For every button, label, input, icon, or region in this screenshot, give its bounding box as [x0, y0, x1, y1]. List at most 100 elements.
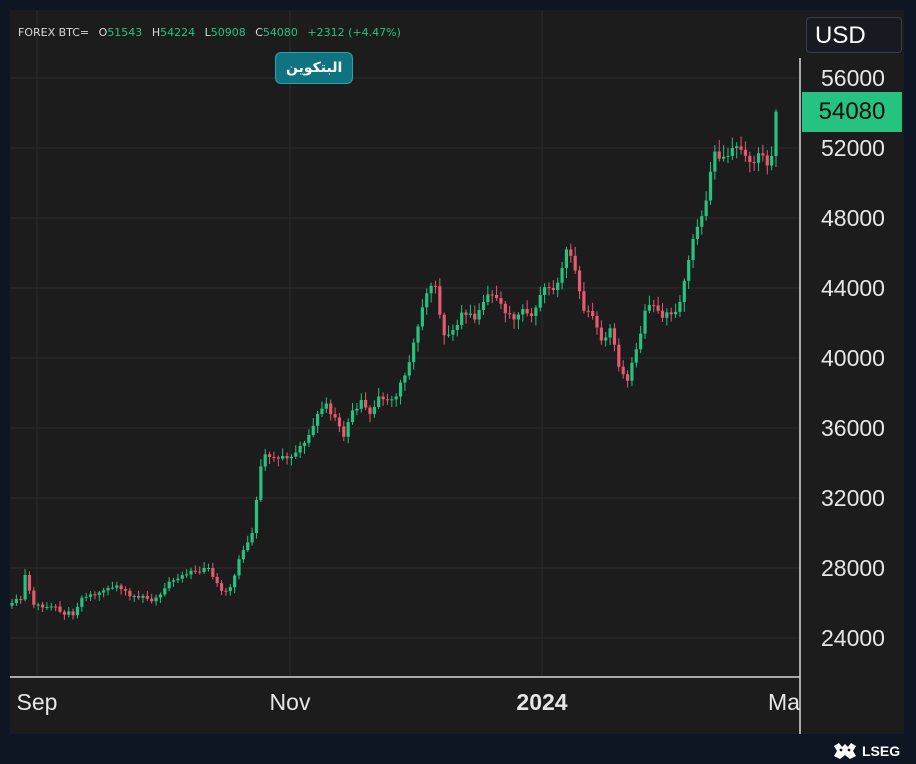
candle-body — [23, 575, 27, 600]
y-tick-label: 44000 — [821, 275, 885, 301]
candle-body — [743, 149, 748, 156]
candle-body — [752, 162, 756, 163]
candle-body — [10, 603, 14, 606]
candle-body — [189, 570, 193, 575]
candle-body — [647, 305, 651, 311]
candle-body — [281, 456, 285, 459]
candle-body — [726, 155, 730, 157]
lseg-emblem-icon — [834, 743, 856, 759]
candle-body — [158, 594, 163, 598]
candle-body — [241, 550, 245, 560]
candle-body — [416, 326, 420, 343]
candle-body — [595, 316, 599, 328]
candle-body — [224, 590, 228, 592]
candle-body — [660, 310, 665, 318]
change-value: +2312 (+4.47%) — [307, 26, 401, 39]
candle-body — [202, 568, 206, 572]
candle-body — [608, 328, 612, 338]
candle-body — [534, 307, 538, 316]
candle-body — [433, 285, 438, 287]
candle-body — [211, 568, 215, 577]
candle-body — [250, 533, 254, 543]
candle-body — [604, 337, 608, 341]
low-key: L — [204, 26, 211, 39]
candle-body — [329, 403, 333, 415]
candle-body — [412, 342, 416, 363]
chart-frame: 24000 28000 32000 36000 40000 44000 48000 52000… — [10, 10, 904, 734]
candle-body — [372, 407, 376, 414]
candle-body — [656, 305, 660, 311]
candle-body — [547, 287, 551, 289]
candle-body — [123, 589, 128, 591]
candle-body — [398, 382, 403, 397]
candle-body — [543, 287, 547, 295]
candle-body — [97, 592, 101, 595]
candle-body — [206, 568, 211, 569]
candle-body — [451, 330, 455, 335]
candle-body — [337, 417, 342, 427]
candle-body — [621, 366, 625, 375]
candle-body — [110, 587, 115, 589]
candle-body — [219, 583, 224, 591]
candle-body — [678, 302, 682, 312]
y-tick-label: 32000 — [821, 485, 885, 511]
candle-body — [180, 575, 184, 579]
currency-selector[interactable]: USD — [806, 17, 902, 53]
candle-body — [403, 375, 407, 383]
candle-body — [27, 575, 32, 591]
candle-body — [573, 255, 577, 271]
candle-body — [682, 280, 686, 302]
y-tick-label: 52000 — [821, 135, 885, 161]
candle-body — [228, 587, 232, 592]
candle-body — [171, 580, 176, 582]
candle-body — [237, 559, 241, 576]
candle-body — [54, 606, 58, 608]
candle-body — [141, 595, 145, 598]
y-tick-label: 24000 — [821, 625, 885, 651]
candle-body — [272, 457, 276, 459]
candle-body — [346, 422, 350, 437]
candle-body — [342, 426, 346, 437]
candle-body — [45, 606, 49, 608]
candle-body — [455, 324, 459, 330]
candle-body — [193, 570, 197, 572]
candle-body — [538, 295, 542, 308]
y-tick-label: 48000 — [821, 205, 885, 231]
candle-body — [302, 442, 307, 446]
candle-body — [71, 611, 75, 616]
candle-body — [294, 452, 298, 457]
candle-body — [481, 302, 486, 311]
candle-body — [84, 596, 88, 598]
candle-body — [185, 574, 189, 576]
candle-body — [311, 425, 315, 435]
candle-body — [708, 171, 713, 201]
candle-body — [717, 151, 721, 159]
candle-body — [267, 454, 272, 458]
x-tick-label: 2024 — [516, 689, 567, 715]
candle-body — [446, 334, 451, 336]
candle-body — [167, 581, 171, 589]
candle-body — [643, 310, 647, 334]
candle-body — [198, 571, 202, 573]
candle-body — [503, 303, 507, 314]
candle-body — [739, 146, 743, 150]
high-value: 54224 — [160, 26, 196, 39]
candle-body — [93, 594, 97, 596]
open-key: O — [98, 26, 108, 39]
candle-body — [761, 153, 765, 156]
candlestick-chart[interactable]: 24000 28000 32000 36000 40000 44000 48000 52000… — [10, 10, 904, 734]
candle-body — [586, 310, 590, 312]
candle-body — [381, 396, 385, 400]
candle-body — [80, 597, 84, 607]
candle-body — [713, 151, 717, 172]
candle-body — [320, 408, 324, 414]
candle-body — [473, 313, 477, 320]
candle-body — [599, 327, 603, 341]
candle-body — [582, 291, 586, 311]
candle-body — [591, 310, 595, 316]
candle-body — [333, 414, 337, 418]
candle-body — [691, 238, 695, 260]
candle-body — [385, 399, 390, 401]
candle-body — [102, 590, 106, 593]
candle-body — [612, 328, 617, 345]
